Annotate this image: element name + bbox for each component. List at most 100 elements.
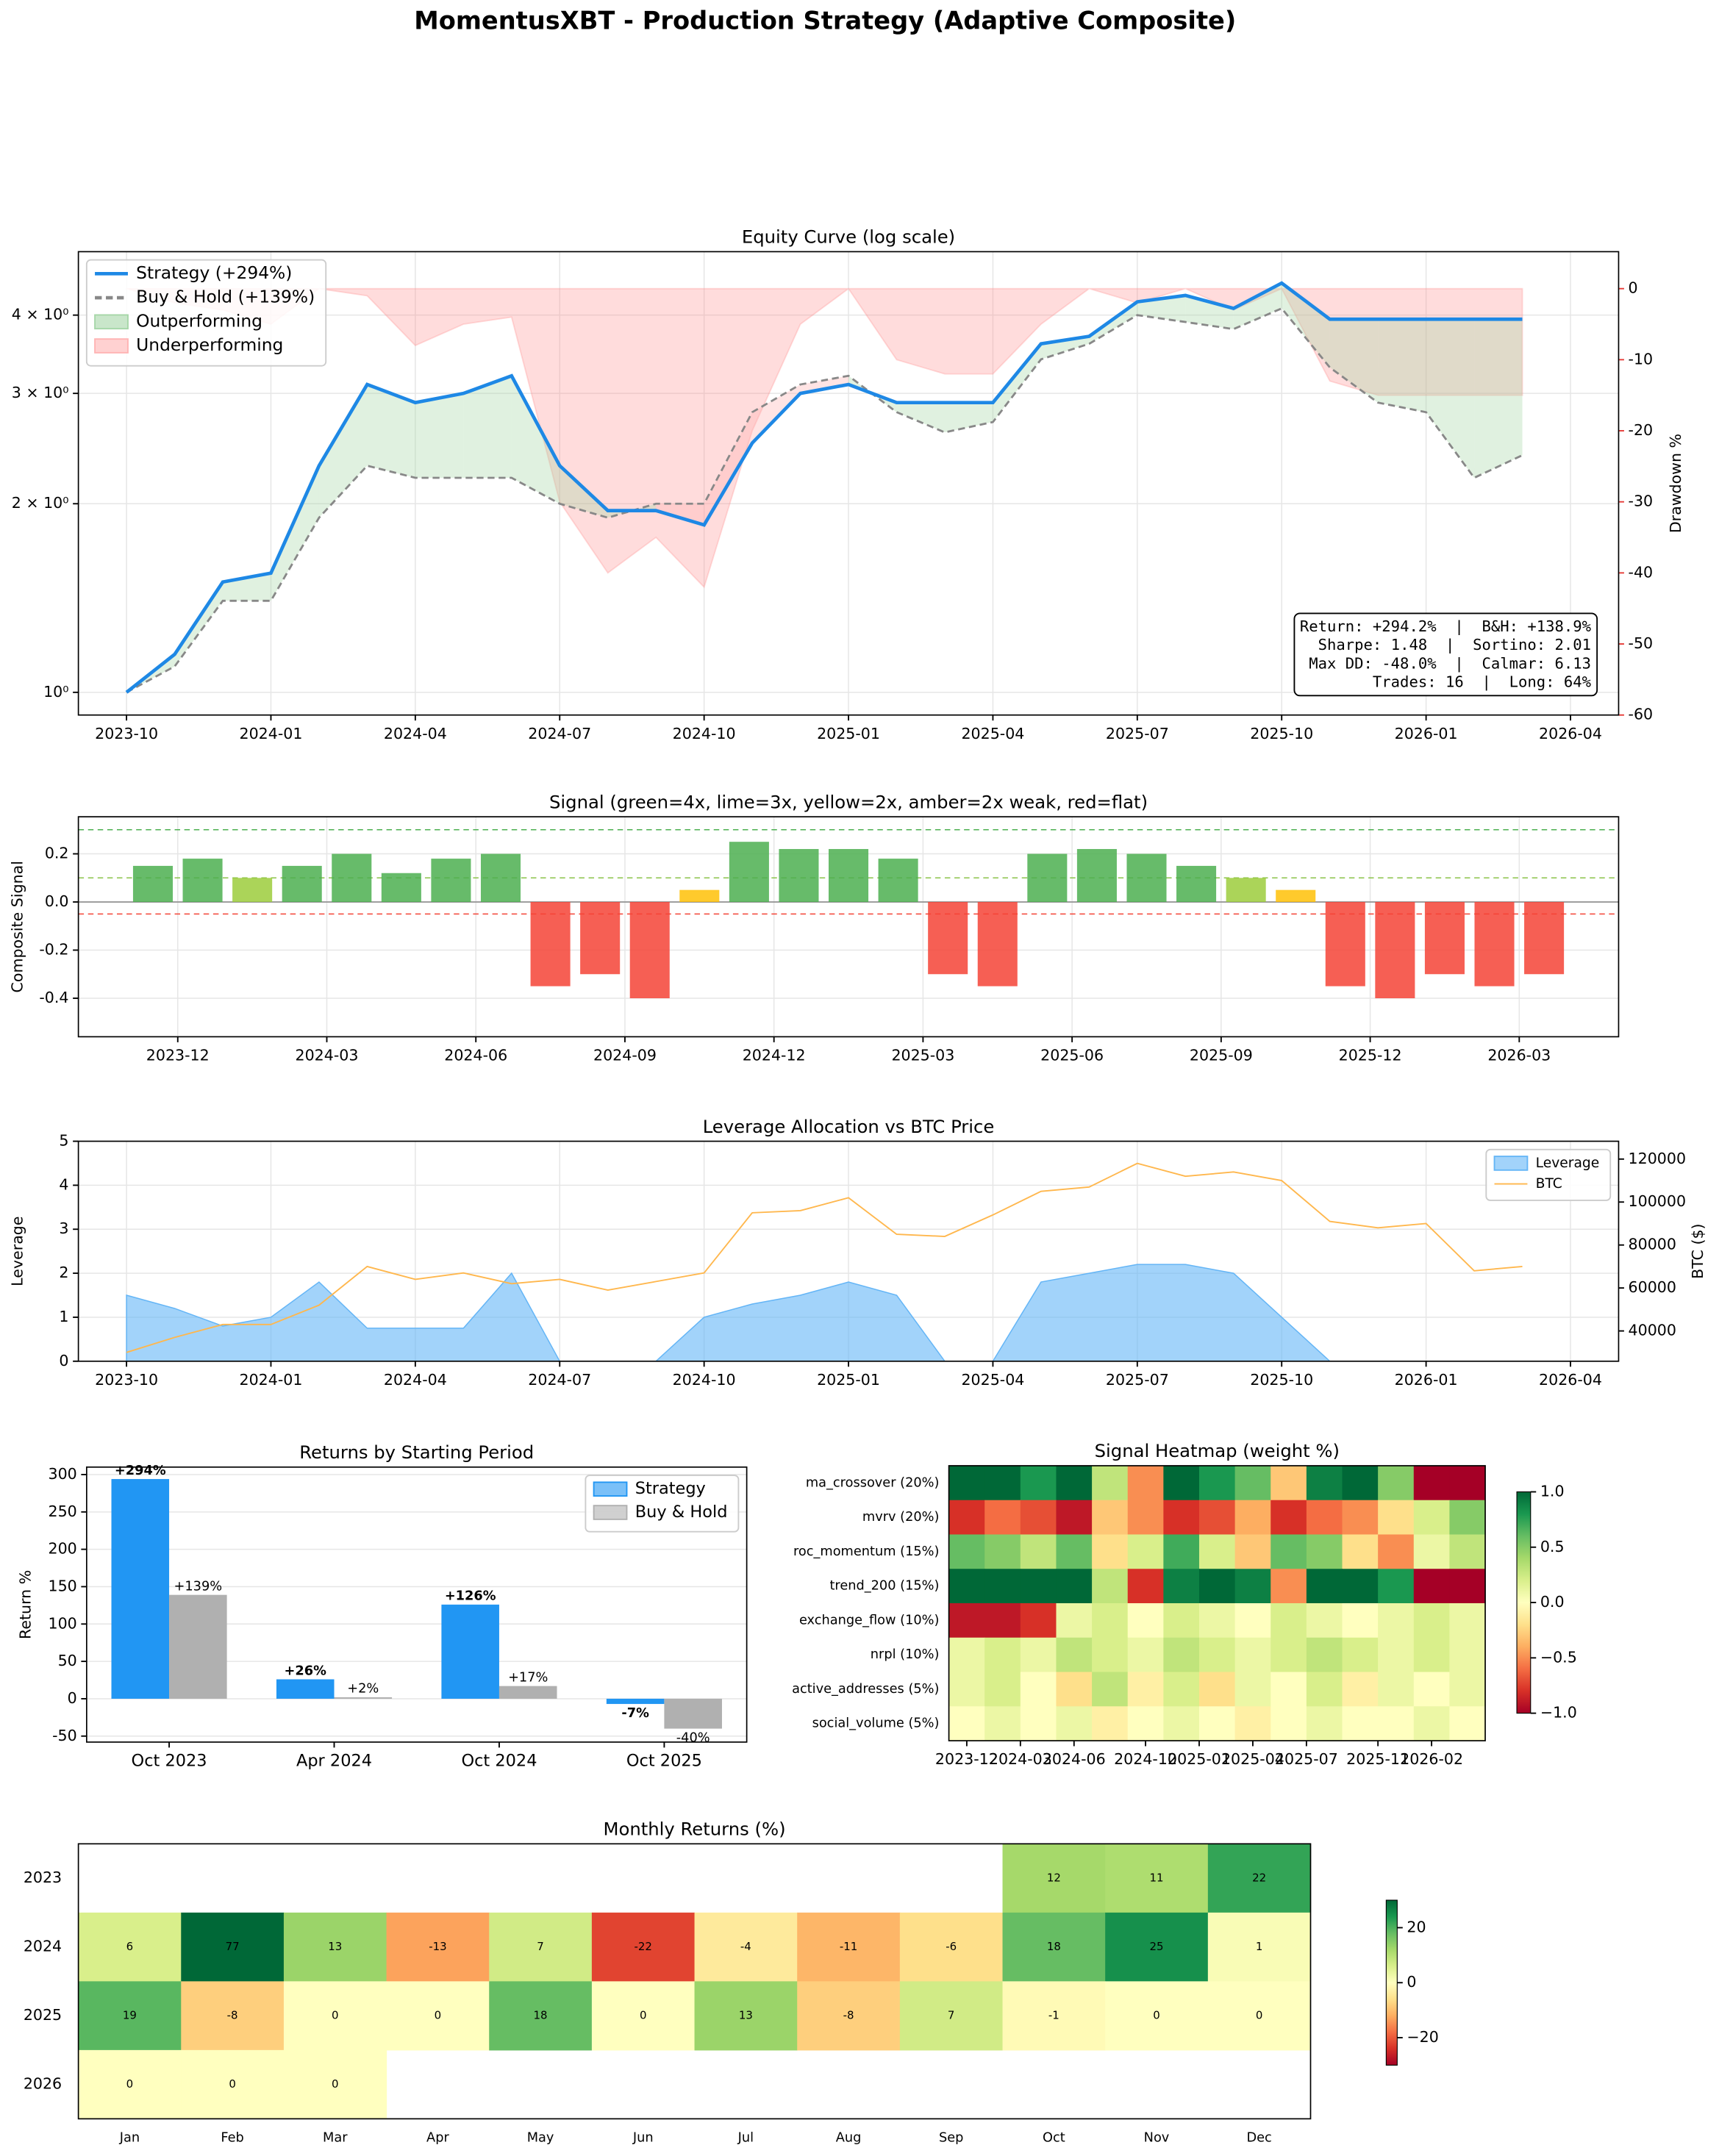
heat-cell bbox=[1002, 1912, 1106, 1982]
signal-bar bbox=[1027, 853, 1068, 903]
x-tick-label: 2024-03 bbox=[296, 1047, 359, 1064]
heat-cell bbox=[984, 1569, 1021, 1604]
outperform-fill bbox=[318, 384, 368, 518]
heat-cell bbox=[1378, 1706, 1415, 1741]
legend-swatch bbox=[593, 1505, 628, 1520]
value-label: +26% bbox=[285, 1663, 327, 1678]
row-label: 2026 bbox=[24, 2075, 62, 2093]
x-tick-label: Sep bbox=[939, 2131, 963, 2146]
figure-title: MomentusXBT - Production Strategy (Adapt… bbox=[414, 7, 1236, 35]
chart-title: Equity Curve (log scale) bbox=[742, 226, 955, 248]
y-tick-label: 80000 bbox=[1629, 1236, 1676, 1253]
heat-cell bbox=[78, 1912, 182, 1982]
y-tick-label: 0.0 bbox=[45, 892, 69, 910]
outperform-fill bbox=[1329, 319, 1379, 403]
heat-cell bbox=[1105, 1912, 1209, 1982]
heat-cell bbox=[1020, 1534, 1057, 1569]
chart-title: Monthly Returns (%) bbox=[604, 1819, 786, 1840]
heat-cell bbox=[1413, 1602, 1450, 1639]
heat-cell bbox=[1092, 1534, 1129, 1569]
y-axis-label: Leverage bbox=[8, 1217, 26, 1286]
signal-bar bbox=[1226, 878, 1266, 903]
x-tick-label: Apr 2024 bbox=[296, 1752, 372, 1771]
heat-cell bbox=[1413, 1706, 1450, 1741]
heat-cell bbox=[181, 1912, 285, 1982]
y-tick-label: 120000 bbox=[1629, 1150, 1686, 1167]
heat-cell bbox=[1378, 1569, 1415, 1604]
heat-cell bbox=[1163, 1569, 1200, 1604]
bar bbox=[606, 1698, 665, 1705]
bar bbox=[334, 1697, 393, 1699]
x-tick-label: 2026-01 bbox=[1395, 725, 1458, 742]
y-tick-label: 300 bbox=[48, 1465, 76, 1483]
x-tick-label: 2025-01 bbox=[817, 1371, 880, 1389]
outperform-fill bbox=[511, 376, 560, 504]
heat-cell bbox=[1449, 1637, 1486, 1673]
heat-cell bbox=[489, 1981, 593, 2051]
x-tick-label: Oct 2025 bbox=[626, 1752, 702, 1771]
x-tick-label: 2024-10 bbox=[673, 1371, 736, 1389]
heat-cell bbox=[78, 1981, 182, 2051]
signal-bar bbox=[1524, 902, 1565, 975]
x-tick-label: 2024-09 bbox=[593, 1047, 657, 1064]
x-tick-label: 2025-07 bbox=[1275, 1750, 1338, 1768]
heat-cell bbox=[1198, 1706, 1236, 1741]
heat-cell bbox=[1413, 1637, 1450, 1673]
heat-cell bbox=[797, 1912, 901, 1982]
heat-cell bbox=[1092, 1602, 1129, 1639]
heat-cell bbox=[948, 1534, 985, 1569]
x-tick-label: 2024-03 bbox=[989, 1750, 1052, 1768]
x-tick-label: 2026-04 bbox=[1539, 1371, 1602, 1389]
legend-swatch bbox=[94, 338, 129, 354]
heat-cell bbox=[1378, 1672, 1415, 1707]
y-tick-label: 4 × 10⁰ bbox=[12, 306, 69, 323]
row-label: ma_crossover (20%) bbox=[806, 1475, 940, 1490]
cell-label: 11 bbox=[1149, 1872, 1163, 1885]
chart-title: Signal (green=4x, lime=3x, yellow=2x, am… bbox=[549, 791, 1148, 812]
heat-cell bbox=[489, 1912, 593, 1982]
heat-cell bbox=[1020, 1672, 1057, 1707]
heat-cell bbox=[283, 1912, 387, 1982]
x-tick-label: Dec bbox=[1246, 2131, 1271, 2146]
heat-cell bbox=[948, 1500, 985, 1536]
heat-cell bbox=[1163, 1602, 1200, 1639]
stats-line: Trades: 16 | Long: 64% bbox=[1373, 673, 1592, 692]
heat-cell bbox=[1198, 1465, 1236, 1501]
stats-line: Sharpe: 1.48 | Sortino: 2.01 bbox=[1318, 636, 1591, 654]
heat-cell bbox=[1207, 1912, 1312, 1982]
signal-bar bbox=[977, 902, 1018, 986]
plot-frame bbox=[77, 816, 1620, 1038]
heat-cell bbox=[1449, 1569, 1486, 1604]
heat-cell bbox=[1198, 1500, 1236, 1536]
x-tick-label: 2024-01 bbox=[240, 725, 303, 742]
outperform-fill bbox=[1282, 283, 1330, 368]
heat-cell bbox=[899, 1912, 1004, 1982]
row-label: active_addresses (5%) bbox=[792, 1682, 939, 1697]
y-tick-label: 0.2 bbox=[45, 845, 69, 862]
cell-label: 6 bbox=[126, 1940, 134, 1953]
cell-label: -22 bbox=[635, 1940, 652, 1953]
heat-cell bbox=[1271, 1500, 1307, 1536]
heat-cell bbox=[1413, 1500, 1450, 1536]
heat-cell bbox=[181, 2049, 285, 2119]
heat-cell bbox=[1306, 1465, 1343, 1501]
heat-cell bbox=[984, 1637, 1021, 1673]
y-axis-label: Return % bbox=[17, 1570, 35, 1639]
heat-cell bbox=[1105, 1981, 1209, 2051]
heat-cell bbox=[1306, 1672, 1343, 1707]
heat-cell bbox=[1002, 1981, 1106, 2051]
outperform-fill bbox=[1233, 283, 1282, 329]
y-tick-label: -20 bbox=[1629, 421, 1654, 439]
legend-label: Strategy (+294%) bbox=[136, 262, 292, 283]
x-tick-label: Oct 2023 bbox=[132, 1752, 207, 1771]
stats-frame bbox=[1293, 612, 1598, 697]
signal-bar bbox=[1176, 865, 1217, 903]
y-axis-label: Composite Signal bbox=[8, 861, 26, 992]
y-tick-label: 0 bbox=[1629, 279, 1638, 297]
heat-cell bbox=[1127, 1569, 1164, 1604]
x-tick-label: 2025-01 bbox=[817, 725, 880, 742]
x-tick-label: 2024-12 bbox=[743, 1047, 806, 1064]
x-tick-label: Jul bbox=[737, 2131, 754, 2146]
signal-bar bbox=[480, 853, 521, 903]
